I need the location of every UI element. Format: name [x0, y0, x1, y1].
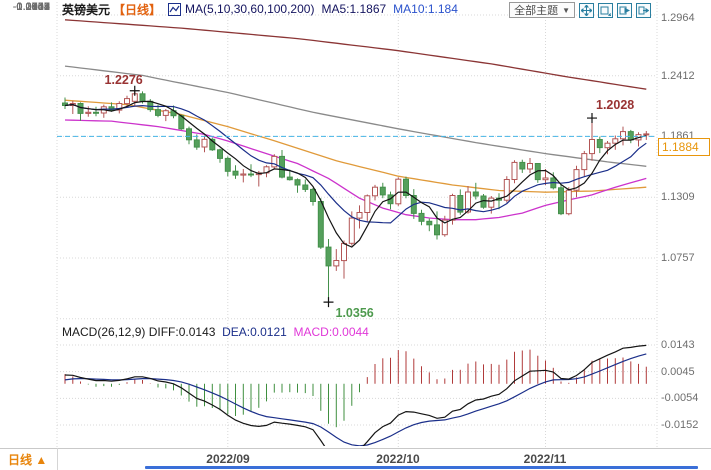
pop-out-icon[interactable]: [636, 2, 651, 18]
symbol-name: 英镑美元: [62, 2, 111, 17]
bottom-bar: [0, 448, 711, 470]
price-pane: [62, 19, 650, 303]
period-selector[interactable]: 日线 ▲: [8, 451, 47, 468]
ma-legend-icon: [168, 2, 182, 16]
macd-header: MACD(26,12,9) DIFF:0.0143 DEA:0.0121 MAC…: [62, 325, 369, 339]
macd-axis-right-tick: -0.0152: [661, 419, 699, 431]
last-price-tag: 1.1884: [658, 138, 710, 156]
macd-diff-value: DIFF:0.0143: [148, 325, 216, 339]
macd-axis-left-tick: -0.0054: [12, 1, 50, 13]
bottom-bar-divider: [57, 448, 58, 470]
macd-axis-left-tick: -0.0152: [12, 1, 50, 13]
zoom-reset-icon[interactable]: [598, 2, 613, 18]
price-axis-left-tick: 1.1309: [16, 1, 50, 13]
price-axis-left-tick: 1.1861: [16, 1, 50, 13]
macd-axis-right-tick: 0.0045: [661, 366, 695, 378]
ma10-value: MA10:1.184: [393, 2, 458, 16]
triangle-up-icon: ▲: [35, 453, 48, 467]
period-label: 日线: [8, 453, 33, 467]
macd-params-label: MACD(26,12,9): [62, 325, 146, 339]
x-axis-label: 2022/10: [376, 452, 420, 466]
price-axis-left-tick: 1.2412: [16, 1, 50, 13]
macd-axis-right-tick: -0.0054: [661, 392, 699, 404]
macd-axis-right-tick: 0.0143: [661, 339, 695, 351]
svg-text:1.2028: 1.2028: [596, 98, 634, 112]
gridlines: [56, 2, 658, 447]
horizontal-scrollbar[interactable]: [145, 466, 698, 469]
price-annotations: 1.2276 1.0356 1.2028: [105, 73, 635, 320]
price-axis-right-tick: 1.2412: [661, 70, 695, 82]
svg-text:1.2276: 1.2276: [105, 73, 143, 87]
ma5-value: MA5:1.1867: [321, 2, 387, 16]
price-axis-right-tick: 1.1309: [661, 191, 695, 203]
price-axis-right-tick: 1.2964: [661, 12, 695, 24]
x-axis-label: 2022/11: [523, 452, 567, 466]
chevron-down-icon: ▼: [562, 5, 570, 15]
macd-axis-left-tick: 0.0143: [16, 1, 50, 13]
chart-toolbar: 全部主题 ▼: [509, 2, 651, 18]
macd-pane: [64, 344, 647, 446]
chart-header: 英镑美元 【日线】 MA(5,10,30,60,100,200) MA5:1.1…: [62, 1, 458, 17]
macd-dea-value: DEA:0.0121: [222, 325, 287, 339]
theme-dropdown[interactable]: 全部主题 ▼: [509, 2, 575, 18]
macd-axis-left-tick: 0.0045: [16, 1, 50, 13]
period-tag: 【日线】: [113, 2, 162, 17]
svg-text:1.0356: 1.0356: [336, 306, 374, 320]
price-axis-left-tick: 1.0757: [16, 1, 50, 13]
crosshair-icon[interactable]: [579, 2, 594, 18]
scroll-right-icon[interactable]: [617, 2, 632, 18]
ma-settings-label: MA(5,10,30,60,100,200): [185, 2, 315, 16]
x-axis-label: 2022/09: [206, 452, 250, 466]
price-axis-right-tick: 1.0757: [661, 252, 695, 264]
macd-macd-value: MACD:0.0044: [293, 325, 369, 339]
price-axis-left-tick: 1.2964: [16, 1, 50, 13]
theme-dropdown-label: 全部主题: [514, 5, 559, 17]
